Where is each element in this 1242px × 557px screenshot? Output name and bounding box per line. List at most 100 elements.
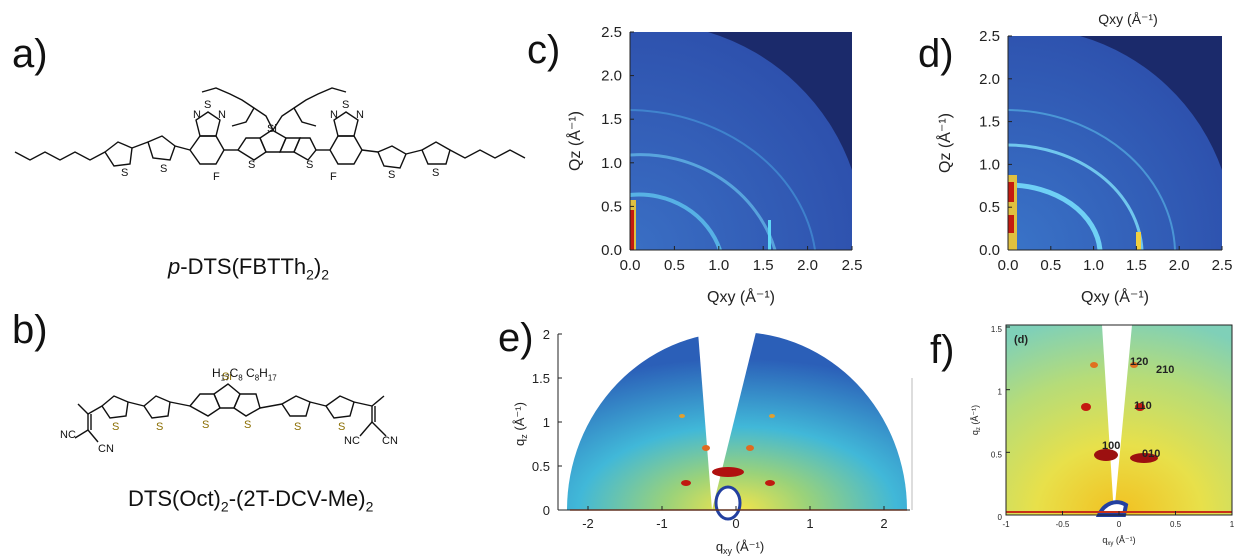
- x-axis-label: Qxy (Å⁻¹): [707, 287, 775, 306]
- x-axis-label: qxy (Å⁻¹): [716, 539, 764, 556]
- scattering-dome: [567, 332, 907, 510]
- x-axis-label-q: q: [1102, 535, 1107, 545]
- name-sub: 2: [321, 266, 330, 283]
- bragg-rod: [1136, 232, 1141, 250]
- y-axis-label-unit: (Å⁻¹): [512, 402, 527, 434]
- y-tick-label: 0: [998, 513, 1003, 522]
- name-mid: -(2T-DCV-Me): [228, 486, 366, 511]
- sub-text: H: [259, 366, 268, 380]
- molecule-b-substituents: H17C8 C8H17: [212, 366, 277, 382]
- scattering-ring: [1007, 182, 1103, 251]
- y-axis-label-q: q: [512, 439, 527, 446]
- y-axis-label-sub: z: [976, 427, 982, 430]
- atom-s: S: [388, 169, 395, 181]
- x-axis-label: qxy (Å⁻¹): [1102, 535, 1135, 547]
- specular-streak: [1008, 175, 1017, 250]
- scattering-ring: [629, 192, 722, 251]
- atom-s: S: [338, 421, 345, 433]
- y-tick-label: 1: [543, 415, 550, 430]
- x-tick-label: 0.5: [1040, 257, 1061, 274]
- bragg-peak: [769, 414, 775, 418]
- bragg-peak: [765, 480, 775, 486]
- x-tick-label: 2.5: [1212, 257, 1233, 274]
- atom-s: S: [432, 167, 439, 179]
- name-sub: 2: [365, 498, 374, 515]
- scattering-ring: [1007, 143, 1144, 251]
- x-tick-label: 0: [1117, 520, 1122, 529]
- atom-s: S: [156, 421, 163, 433]
- x-tick-label: -2: [582, 516, 594, 531]
- y-tick-label: 0.5: [532, 459, 550, 474]
- x-tick-label: 0.5: [1170, 520, 1182, 529]
- bragg-peak: [712, 467, 744, 477]
- x-axis-label: Qxy (Å⁻¹): [1081, 287, 1149, 306]
- y-tick-label: 2.0: [601, 68, 622, 85]
- peak-label-100: 100: [1102, 440, 1120, 452]
- panel-label-f: f): [930, 328, 955, 372]
- atom-s: S: [204, 99, 211, 111]
- panel-label-e: e): [498, 316, 534, 360]
- y-axis-label-unit: (Å⁻¹): [970, 405, 980, 427]
- bragg-peak-010: [1130, 453, 1158, 463]
- y-tick-label: 0.5: [601, 198, 622, 215]
- y-axis-label: Qz (Å⁻¹): [565, 111, 584, 171]
- sub-text: C: [229, 366, 239, 380]
- y-tick-label: 1.5: [979, 114, 1000, 131]
- x-tick-label: 0: [732, 516, 739, 531]
- molecule-a-structure: S S N S N F S Si S N S N F S S: [14, 87, 526, 183]
- atom-s: S: [294, 421, 301, 433]
- atom-si: Si: [267, 123, 277, 135]
- specular-streak: [1008, 215, 1014, 233]
- atom-s: S: [248, 159, 255, 171]
- atom-n: N: [193, 109, 201, 121]
- missing-wedge: [698, 332, 756, 510]
- y-axis-label-q: q: [970, 430, 980, 435]
- y-tick-label: 1.5: [991, 325, 1003, 334]
- name-prefix: p: [168, 254, 181, 279]
- peak-label-120: 120: [1130, 356, 1148, 368]
- atom-si: Si: [222, 371, 232, 383]
- x-axis-label-sub: xy: [1107, 541, 1113, 547]
- bragg-peak-120: [1130, 362, 1138, 368]
- sub-text: H: [212, 366, 221, 380]
- x-tick-label: 2: [880, 516, 887, 531]
- atom-cn: CN: [382, 435, 398, 447]
- atom-n: N: [218, 109, 226, 121]
- atom-nc: NC: [344, 435, 360, 447]
- peak-label-010: 010: [1142, 448, 1160, 460]
- name-sub: 2: [306, 266, 314, 283]
- beamstop: [714, 485, 742, 521]
- x-tick-label: 1.0: [1083, 257, 1104, 274]
- top-axis-label: Qxy (Å⁻¹): [1098, 11, 1158, 27]
- atom-n: N: [356, 109, 364, 121]
- missing-wedge: [1102, 325, 1132, 515]
- x-tick-label: -1: [656, 516, 668, 531]
- x-tick-label: 1.0: [708, 257, 729, 274]
- y-axis-label: qz (Å⁻¹): [512, 402, 529, 446]
- giwaxs-panel-e: -2 -1 0 1 2 00.511.52 qxy (Å⁻¹) qz (Å⁻¹): [512, 327, 913, 556]
- panel-label-b: b): [12, 308, 48, 352]
- y-tick-label: 0.5: [991, 450, 1003, 459]
- y-tick-label: 2.5: [979, 28, 1000, 45]
- atom-s: S: [121, 167, 128, 179]
- x-axis-label-q: q: [716, 539, 723, 554]
- scattering-ring: [629, 153, 777, 251]
- bragg-peak: [746, 445, 754, 451]
- peak-label-210: 210: [1156, 364, 1174, 376]
- x-tick-label: 0.0: [620, 257, 641, 274]
- y-tick-label: 1.5: [532, 371, 550, 386]
- giwaxs-panel-d: Qxy (Å⁻¹) 0.0 0.5 1.0 1.5 2.0 2.5 0.0 0.5 1.0 1.…: [935, 11, 1233, 306]
- atom-cn: CN: [98, 443, 114, 455]
- atom-s: S: [202, 419, 209, 431]
- giwaxs-panel-c: 0.0 0.5 1.0 1.5 2.0 2.5 0.0 0.5 1.0 1.5 2.0 2.5 Qx…: [565, 24, 862, 306]
- y-axis-label: Qz (Å⁻¹): [935, 113, 954, 173]
- y-tick-label: 2: [543, 327, 550, 342]
- name-sub: 2: [220, 498, 229, 515]
- x-tick-label: 1: [1230, 520, 1235, 529]
- bragg-rod: [768, 220, 771, 250]
- x-axis-label-sub: xy: [723, 546, 733, 556]
- y-tick-label: 2.0: [979, 71, 1000, 88]
- x-tick-label: 0.0: [998, 257, 1019, 274]
- atom-s: S: [306, 159, 313, 171]
- bragg-peak-100: [1094, 449, 1118, 461]
